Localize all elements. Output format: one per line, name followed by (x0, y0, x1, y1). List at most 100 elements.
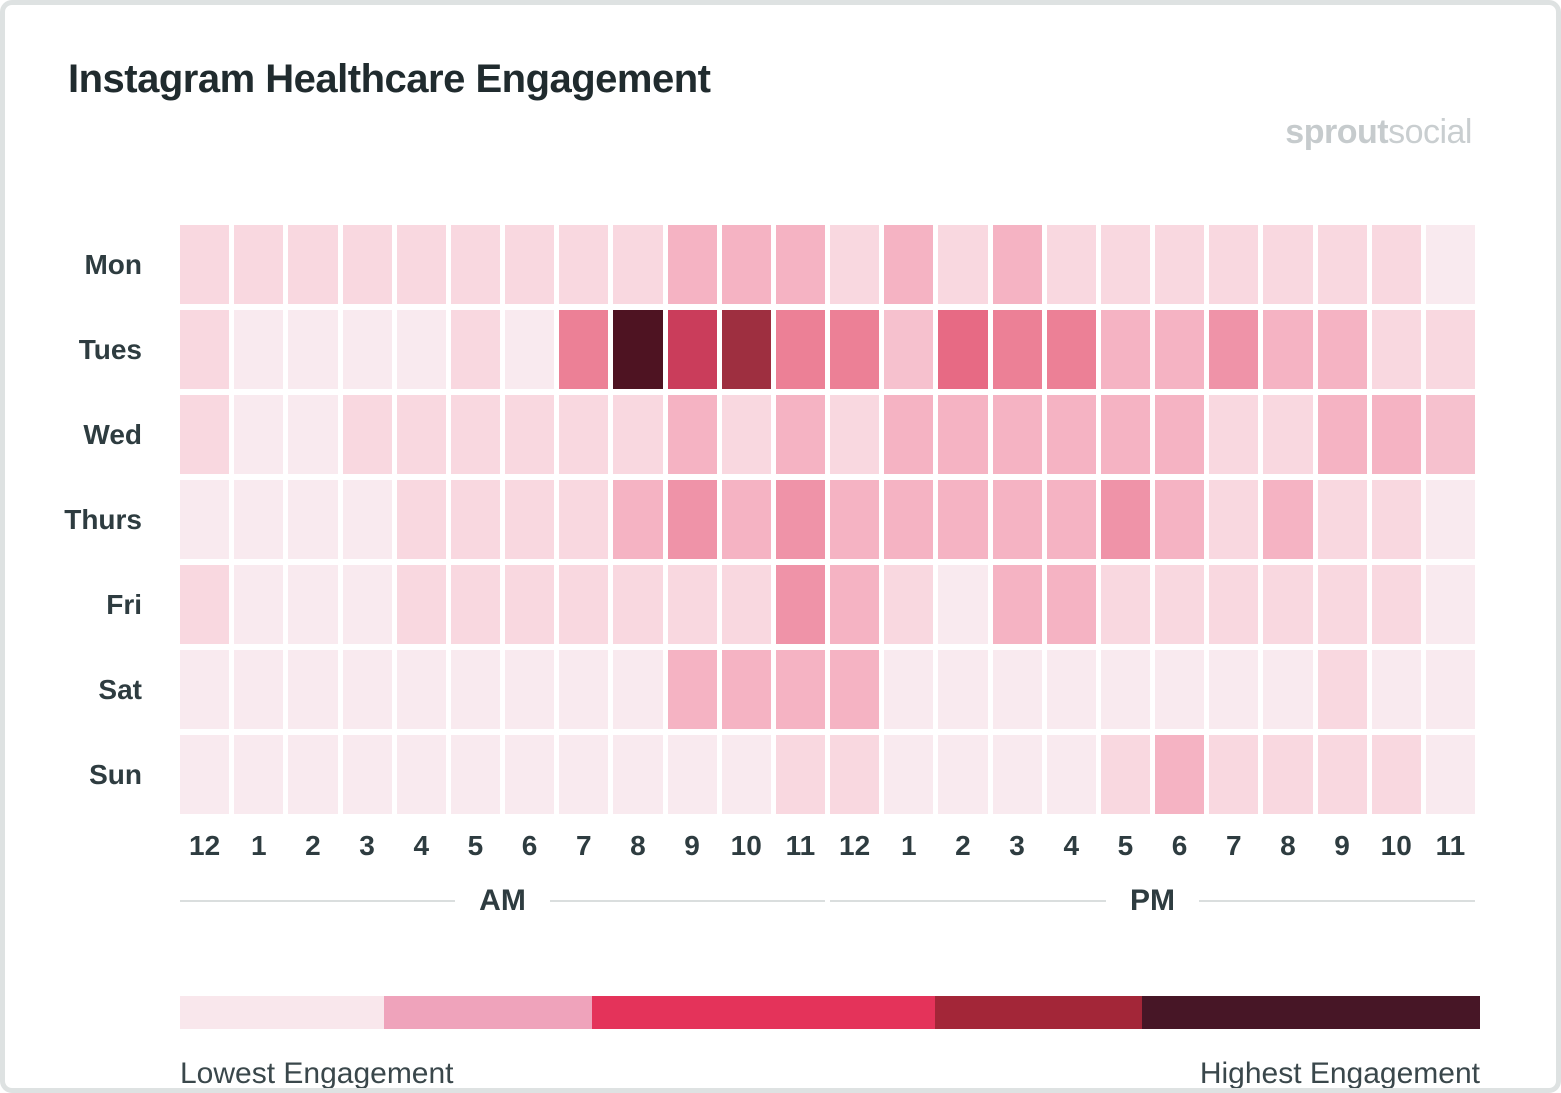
heatmap-cell-mon-12pm (830, 225, 880, 304)
row-label-thurs: Thurs (64, 503, 142, 535)
heatmap-cell-sun-10am (721, 735, 771, 814)
heatmap-cell-sun-8pm (1263, 735, 1313, 814)
heatmap-cell-mon-4pm (1046, 225, 1096, 304)
heatmap-cell-mon-9am (667, 225, 717, 304)
heatmap-cell-thurs-2pm (938, 480, 988, 559)
legend-lowest-label: Lowest Engagement (180, 1057, 454, 1090)
heatmap-cell-tues-6am (505, 310, 555, 389)
heatmap-cell-mon-5am (450, 225, 500, 304)
heatmap-cell-sat-7am (559, 650, 609, 729)
am-label: AM (479, 884, 526, 917)
row-label-sun: Sun (89, 758, 142, 790)
heatmap-cell-fri-2pm (938, 565, 988, 644)
legend-highest-label: Highest Engagement (1199, 1057, 1480, 1090)
heatmap-cell-wed-4am (396, 395, 446, 474)
heatmap-cell-mon-6pm (1155, 225, 1205, 304)
heatmap-cell-fri-7pm (1209, 565, 1259, 644)
heatmap-cell-mon-8pm (1263, 225, 1313, 304)
heatmap-cell-wed-11am (775, 395, 825, 474)
heatmap-cell-sat-5pm (1100, 650, 1150, 729)
heatmap-cell-sun-9am (667, 735, 717, 814)
heatmap-cell-thurs-2am (288, 480, 338, 559)
heatmap-cell-sun-11am (775, 735, 825, 814)
heatmap-cell-sun-4pm (1046, 735, 1096, 814)
hour-tick-22: 10 (1380, 830, 1412, 861)
heatmap-cell-wed-7pm (1209, 395, 1259, 474)
logo-text-sprout: sprout (1285, 113, 1389, 151)
heatmap-cell-mon-3pm (992, 225, 1042, 304)
hour-tick-23: 11 (1435, 830, 1466, 861)
heatmap-cell-mon-2pm (938, 225, 988, 304)
heatmap-cell-mon-7am (559, 225, 609, 304)
heatmap-cell-fri-9am (667, 565, 717, 644)
heatmap-cell-thurs-11pm (1425, 480, 1475, 559)
heatmap-cell-mon-11am (775, 225, 825, 304)
heatmap-cell-fri-1pm (884, 565, 934, 644)
heatmap-cell-wed-5am (450, 395, 500, 474)
hour-axis-gutter (5, 820, 175, 872)
heatmap-cell-sun-6am (505, 735, 555, 814)
heatmap-cell-tues-10am (721, 310, 771, 389)
hour-tick-15: 3 (1009, 830, 1025, 861)
heatmap-cell-mon-2am (288, 225, 338, 304)
heatmap-cell-thurs-3pm (992, 480, 1042, 559)
heatmap-cell-tues-8pm (1263, 310, 1313, 389)
heatmap-cell-sat-1am (234, 650, 284, 729)
heatmap-cell-mon-11pm (1425, 225, 1475, 304)
heatmap-cell-tues-11pm (1425, 310, 1475, 389)
am-divider-line-left (180, 900, 456, 902)
heatmap-cell-sun-2pm (938, 735, 988, 814)
heatmap-cell-fri-4am (396, 565, 446, 644)
heatmap-cell-sun-3pm (992, 735, 1042, 814)
page-title: Instagram Healthcare Engagement (68, 57, 711, 101)
legend-labels: Lowest Engagement Highest Engagement (180, 1057, 1480, 1090)
heatmap-cell-wed-8pm (1263, 395, 1313, 474)
heatmap-cell-fri-10am (721, 565, 771, 644)
heatmap-cell-tues-5am (450, 310, 500, 389)
heatmap-cell-sun-1pm (884, 735, 934, 814)
pm-divider-line-right (1199, 900, 1475, 902)
period-axis-gutter (5, 878, 175, 924)
heatmap-cell-sat-2pm (938, 650, 988, 729)
heatmap-cell-tues-9pm (1317, 310, 1367, 389)
heatmap-cell-sat-4pm (1046, 650, 1096, 729)
heatmap-cell-thurs-7am (559, 480, 609, 559)
heatmap-cell-mon-8am (613, 225, 663, 304)
heatmap-cell-sat-1pm (884, 650, 934, 729)
heatmap-cell-sat-11am (775, 650, 825, 729)
hour-tick-11: 11 (785, 830, 816, 861)
heatmap-cell-wed-12pm (830, 395, 880, 474)
heatmap-cell-fri-5am (450, 565, 500, 644)
heatmap-cell-tues-5pm (1100, 310, 1150, 389)
heatmap-cell-sun-2am (288, 735, 338, 814)
hour-tick-14: 2 (955, 830, 971, 861)
heatmap-cell-sat-4am (396, 650, 446, 729)
heatmap-cell-thurs-8am (613, 480, 663, 559)
hour-tick-19: 7 (1225, 830, 1242, 861)
legend-color-scale (180, 996, 1480, 1029)
heatmap-grid: Mon Tues Wed Thurs Fri Sat Sun 12 1 2 3 4 5 6 7 8 9 10 11 1… (5, 225, 1475, 924)
heatmap-cell-sun-10pm (1371, 735, 1421, 814)
heatmap-cell-sat-8am (613, 650, 663, 729)
heatmap-cell-tues-6pm (1155, 310, 1205, 389)
hour-tick-4: 4 (413, 830, 430, 861)
heatmap-cell-sat-8pm (1263, 650, 1313, 729)
heatmap-cell-thurs-8pm (1263, 480, 1313, 559)
heatmap-cell-thurs-6pm (1155, 480, 1205, 559)
hour-tick-0: 12 (189, 830, 221, 861)
heatmap-cell-sat-10pm (1371, 650, 1421, 729)
hour-tick-1: 1 (250, 830, 267, 861)
hour-tick-10: 10 (730, 830, 762, 861)
heatmap-cell-tues-4pm (1046, 310, 1096, 389)
heatmap-cell-sun-3am (342, 735, 392, 814)
hour-tick-8: 8 (630, 830, 646, 861)
heatmap-cell-sun-7pm (1209, 735, 1259, 814)
hour-tick-5: 5 (467, 830, 484, 861)
heatmap-cell-tues-7am (559, 310, 609, 389)
legend-segment-2 (592, 996, 936, 1029)
hour-tick-17: 5 (1117, 830, 1134, 861)
heatmap-cell-fri-8am (613, 565, 663, 644)
heatmap-cell-fri-5pm (1100, 565, 1150, 644)
hour-tick-12: 12 (839, 830, 871, 861)
heatmap-cell-mon-3am (342, 225, 392, 304)
